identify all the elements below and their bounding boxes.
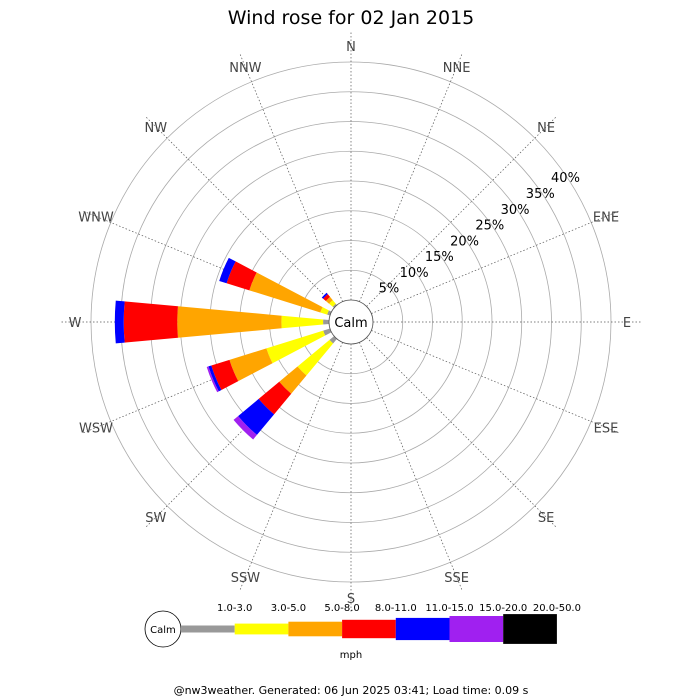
legend-calm-label: Calm <box>150 625 176 636</box>
spoke-sse <box>359 342 463 591</box>
ring-label-7: 40% <box>551 171 580 186</box>
petal-w-bin-2 <box>177 306 282 338</box>
petal-w-bin-1 <box>281 315 324 329</box>
direction-label-ese: ESE <box>594 422 619 437</box>
legend-swatch-0 <box>181 625 235 633</box>
spoke-ese <box>371 330 620 434</box>
legend-bin-label-1: 3.0-5.0 <box>271 603 306 614</box>
legend-swatch-4 <box>395 617 450 641</box>
chart-title: Wind rose for 02 Jan 2015 <box>228 7 475 29</box>
direction-label-nnw: NNW <box>229 61 261 76</box>
legend-swatch-1 <box>234 623 289 635</box>
ring-label-0: 5% <box>379 282 400 297</box>
petal-wnw-bin-2 <box>249 272 323 313</box>
calm-center: Calm <box>328 299 374 345</box>
ring-labels: 5%10%15%20%25%30%35%40% <box>379 171 580 296</box>
speed-legend: Calm 1.0-3.0 3.0-5.0 5.0-8.0 8.0-11.0 11.0-15… <box>144 603 581 661</box>
spoke-ene <box>371 210 620 314</box>
legend-swatch-5 <box>449 616 504 642</box>
petal-wsw-bin-2 <box>229 348 273 382</box>
calm-circle <box>328 299 374 345</box>
direction-label-sse: SSE <box>444 571 469 586</box>
spoke-nnw <box>239 53 343 302</box>
direction-label-e: E <box>623 316 631 331</box>
spoke-ssw <box>239 342 343 591</box>
legend-bin-label-2: 5.0-8.0 <box>324 603 359 614</box>
calm-label: Calm <box>334 316 367 331</box>
spoke-nne <box>359 53 463 302</box>
direction-label-se: SE <box>538 511 554 526</box>
direction-label-sw: SW <box>145 511 166 526</box>
spoke-nw <box>145 116 336 307</box>
spoke-sw <box>145 337 336 528</box>
legend-bin-label-3: 8.0-11.0 <box>375 603 417 614</box>
spoke-wsw <box>82 330 331 434</box>
spoke-wnw <box>82 210 331 314</box>
spoke-ne <box>366 116 557 307</box>
petal-sw-bin-2 <box>279 366 307 394</box>
petal-wsw-bin-3 <box>211 359 239 391</box>
petal-sw-bin-4 <box>238 398 275 435</box>
petal-w-bin-0 <box>323 319 330 325</box>
legend-swatch-6 <box>503 614 557 644</box>
direction-label-nw: NW <box>145 121 168 136</box>
ring-label-6: 35% <box>526 187 555 202</box>
petal-w-bin-4 <box>114 300 125 344</box>
petal-sw-bin-1 <box>297 339 334 376</box>
direction-label-w: W <box>69 316 82 331</box>
petal-nw-bin-1 <box>329 300 336 307</box>
direction-label-n: N <box>346 40 356 55</box>
legend-swatch-2 <box>288 621 343 637</box>
petal-nw-bin-3 <box>323 294 331 302</box>
petal-wnw-bin-1 <box>320 307 329 315</box>
direction-label-nne: NNE <box>443 61 471 76</box>
petal-wsw-bin-4 <box>208 365 222 392</box>
petal-wnw-bin-4 <box>219 257 236 284</box>
legend-bin-label-6: 20.0-50.0 <box>533 603 581 614</box>
ring-label-4: 25% <box>475 219 504 234</box>
ring-label-1: 10% <box>400 266 429 281</box>
legend-units: mph <box>340 650 362 661</box>
petal-sw-bin-5 <box>233 416 257 440</box>
petal-wnw-bin-3 <box>226 261 257 291</box>
petal-sw-bin-3 <box>258 381 292 415</box>
spoke-se <box>366 337 557 528</box>
direction-label-ene: ENE <box>593 210 619 225</box>
direction-label-wnw: WNW <box>78 210 114 225</box>
direction-label-ssw: SSW <box>231 571 261 586</box>
direction-label-ne: NE <box>537 121 555 136</box>
direction-label-wsw: WSW <box>79 422 113 437</box>
legend-bin-label-0: 1.0-3.0 <box>217 603 252 614</box>
ring-label-2: 15% <box>425 250 454 265</box>
legend-swatch-3 <box>342 619 396 639</box>
petal-wsw-bin-5 <box>206 366 219 393</box>
petal-wsw-bin-1 <box>266 330 326 364</box>
footer-text: @nw3weather. Generated: 06 Jun 2025 03:4… <box>174 684 529 697</box>
petal-nw-bin-0 <box>332 303 337 308</box>
direction-labels: N NNE NE ENE E ESE SE SSE S SSW SW WSW W WNW NW NNW <box>69 40 632 607</box>
petal-w-bin-3 <box>123 301 178 343</box>
legend-bin-label-5: 15.0-20.0 <box>479 603 527 614</box>
legend-bin-label-4: 11.0-15.0 <box>425 603 473 614</box>
wind-petals <box>114 257 337 440</box>
ring-label-5: 30% <box>501 203 530 218</box>
petal-nw-bin-2 <box>325 296 333 304</box>
direction-label-s: S <box>347 592 355 607</box>
petal-sw-bin-0 <box>329 336 337 344</box>
petal-nw-bin-4 <box>321 292 328 299</box>
petal-wsw-bin-0 <box>323 328 332 336</box>
ring-label-3: 20% <box>450 234 479 249</box>
